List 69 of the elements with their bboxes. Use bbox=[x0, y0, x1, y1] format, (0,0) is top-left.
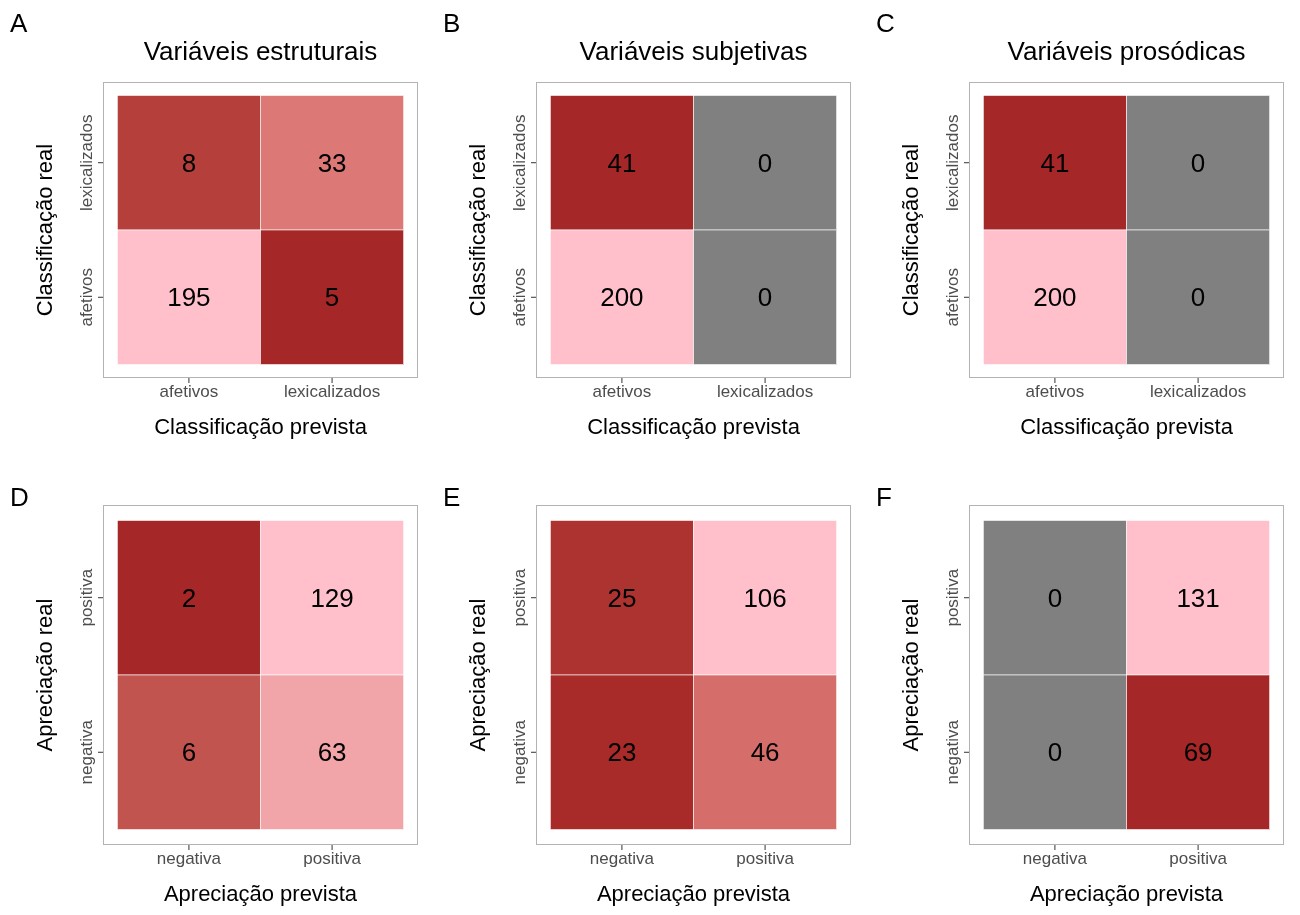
x-tick-label: afetivos bbox=[159, 382, 219, 402]
data-label: 0 bbox=[1190, 147, 1206, 178]
data-label: 6 bbox=[181, 737, 197, 768]
text: F bbox=[876, 482, 892, 513]
data-label: 0 bbox=[757, 147, 773, 178]
data-label: 69 bbox=[1183, 737, 1213, 768]
y-axis-title: Classificação real bbox=[898, 143, 924, 317]
x-tick-label: positiva bbox=[303, 849, 362, 869]
x-tick-label: negativa bbox=[156, 849, 222, 869]
text: D bbox=[10, 482, 29, 513]
data-label: 195 bbox=[167, 282, 211, 313]
chart-title: Variáveis subjetivas bbox=[578, 36, 809, 67]
chart-title: Variáveis prosódicas bbox=[1006, 36, 1247, 67]
y-tick-label: lexicalizados bbox=[510, 114, 529, 211]
y-tick-label: negativa bbox=[943, 719, 962, 785]
data-label: 25 bbox=[607, 582, 637, 613]
data-label: 63 bbox=[317, 737, 347, 768]
chart-title: Variáveis estruturais bbox=[142, 36, 379, 67]
data-label: 5 bbox=[324, 282, 340, 313]
data-label: 41 bbox=[607, 147, 637, 178]
y-axis-title: Apreciação real bbox=[465, 598, 491, 752]
text: B bbox=[443, 8, 461, 39]
y-tick-label: afetivos bbox=[943, 267, 962, 327]
data-label: 106 bbox=[743, 582, 787, 613]
data-label: 131 bbox=[1176, 582, 1220, 613]
data-label: 41 bbox=[1040, 147, 1070, 178]
y-tick-label: lexicalizados bbox=[77, 114, 96, 211]
x-tick-label: lexicalizados bbox=[1149, 382, 1247, 402]
y-tick-label: negativa bbox=[510, 719, 529, 785]
y-tick-label: positiva bbox=[77, 568, 96, 627]
text: A bbox=[10, 8, 28, 39]
y-tick-label: afetivos bbox=[510, 267, 529, 327]
data-label: 0 bbox=[757, 282, 773, 313]
x-tick-label: positiva bbox=[736, 849, 795, 869]
x-axis-title: Classificação prevista bbox=[1019, 414, 1234, 440]
y-axis-title: Apreciação real bbox=[32, 598, 58, 752]
y-tick-label: afetivos bbox=[77, 267, 96, 327]
data-label: 0 bbox=[1190, 282, 1206, 313]
y-axis-title: Classificação real bbox=[32, 143, 58, 317]
x-tick-label: negativa bbox=[589, 849, 655, 869]
data-label: 23 bbox=[607, 737, 637, 768]
x-axis-title: Apreciação prevista bbox=[1028, 881, 1225, 907]
text: C bbox=[876, 8, 895, 39]
x-axis-title: Classificação prevista bbox=[586, 414, 801, 440]
text: E bbox=[443, 482, 461, 513]
data-label: 46 bbox=[750, 737, 780, 768]
x-axis-title: Classificação prevista bbox=[153, 414, 368, 440]
y-axis-title: Apreciação real bbox=[898, 598, 924, 752]
x-tick-label: negativa bbox=[1022, 849, 1088, 869]
data-label: 2 bbox=[181, 582, 197, 613]
data-label: 33 bbox=[317, 147, 347, 178]
data-label: 8 bbox=[181, 147, 197, 178]
y-axis-title: Classificação real bbox=[465, 143, 491, 317]
x-axis-title: Apreciação prevista bbox=[595, 881, 792, 907]
data-label: 0 bbox=[1047, 582, 1063, 613]
x-axis-title: Apreciação prevista bbox=[162, 881, 359, 907]
y-tick-label: positiva bbox=[510, 568, 529, 627]
y-tick-label: negativa bbox=[77, 719, 96, 785]
y-tick-label: lexicalizados bbox=[943, 114, 962, 211]
data-label: 0 bbox=[1047, 737, 1063, 768]
data-label: 129 bbox=[310, 582, 354, 613]
data-label: 200 bbox=[1033, 282, 1077, 313]
x-tick-label: positiva bbox=[1169, 849, 1228, 869]
x-tick-label: afetivos bbox=[592, 382, 652, 402]
x-tick-label: lexicalizados bbox=[716, 382, 814, 402]
x-tick-label: afetivos bbox=[1025, 382, 1085, 402]
y-tick-label: positiva bbox=[943, 568, 962, 627]
x-tick-label: lexicalizados bbox=[283, 382, 381, 402]
data-label: 200 bbox=[600, 282, 644, 313]
